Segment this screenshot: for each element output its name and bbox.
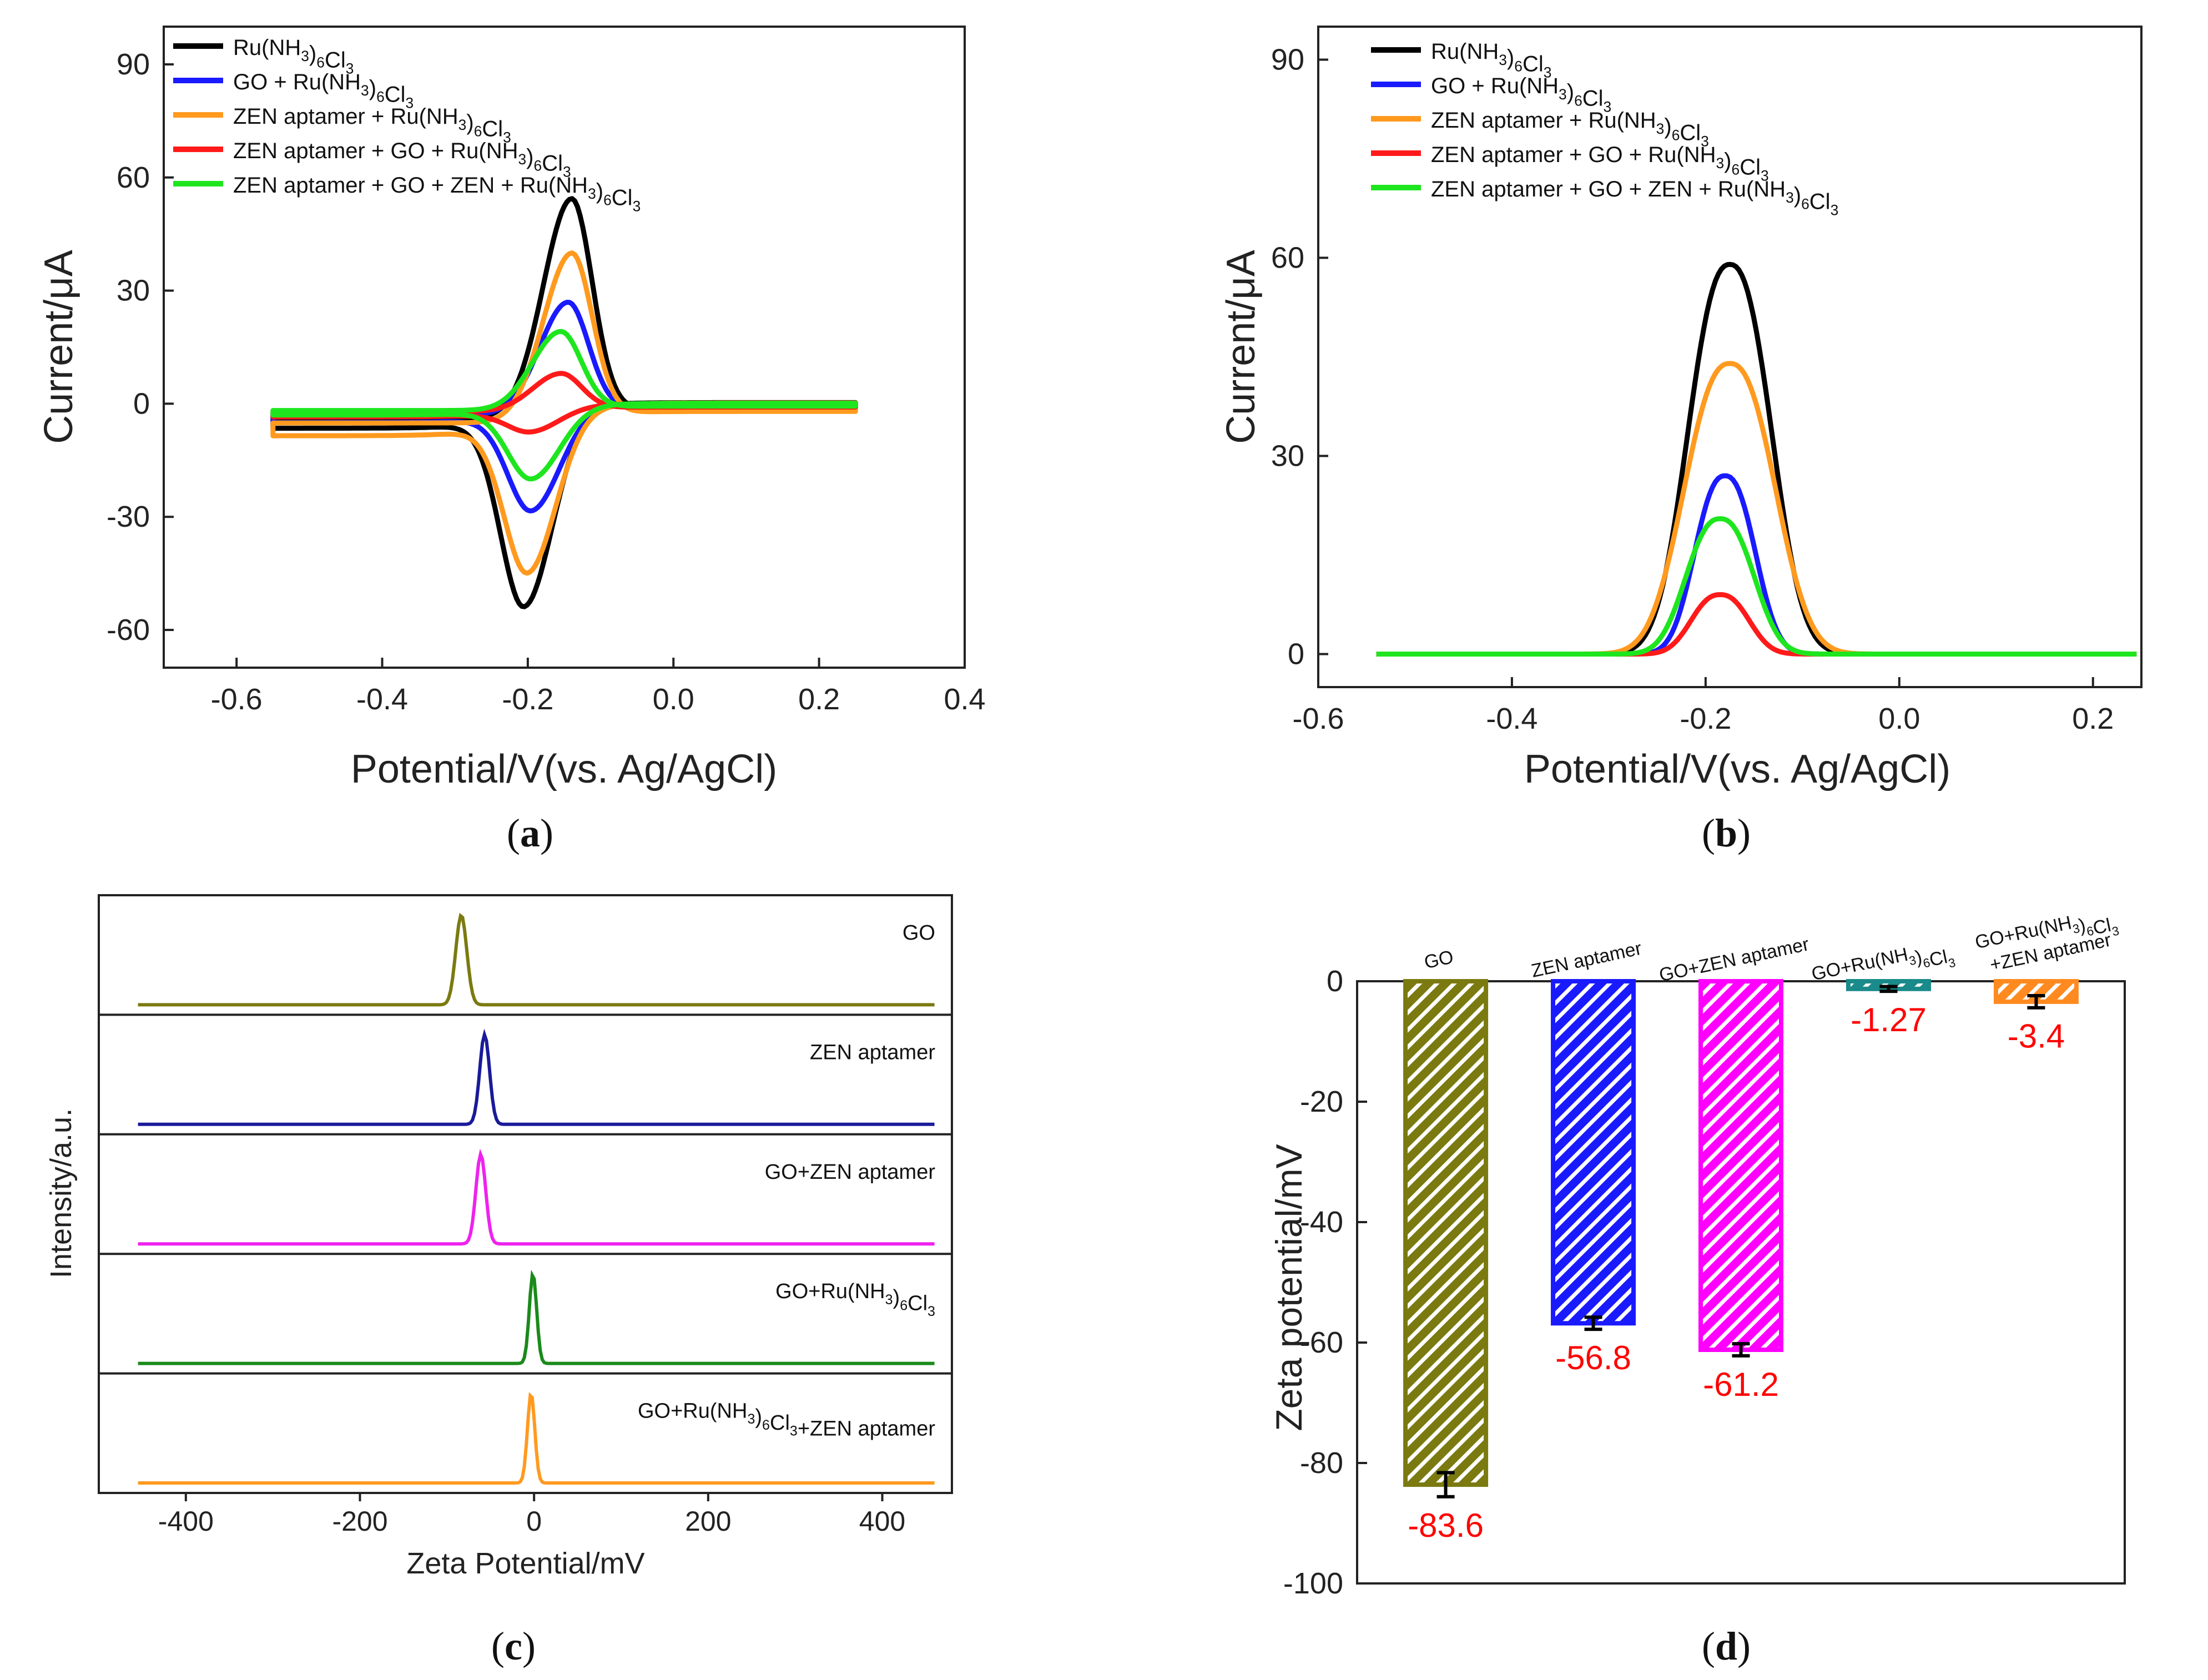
panel-b-y-tick-label: 60: [1271, 241, 1304, 275]
panel-a-x-tick-label: 0.0: [653, 683, 694, 716]
panel-a-legend-label: ZEN aptamer + GO + Ru(NH3)6Cl3: [233, 139, 571, 180]
panel-b-legend-label: Ru(NH3)6Cl3: [1431, 39, 1551, 81]
panel-a-y-tick-label: 30: [117, 274, 150, 307]
panel-c-series-line: [138, 912, 935, 1007]
svg-text:ZEN aptamer: ZEN aptamer: [1529, 938, 1644, 982]
panel-d-y-tick-label: 0: [1327, 965, 1343, 998]
panel-c-series-label: GO+ZEN aptamer: [765, 1161, 936, 1184]
panel-c-x-tick-label: -200: [332, 1506, 387, 1537]
panel-d-category-label: GO: [1422, 946, 1455, 973]
panel-c-series-label: ZEN aptamer: [810, 1041, 935, 1064]
panel-b-legend-label: ZEN aptamer + GO + Ru(NH3)6Cl3: [1431, 143, 1769, 184]
panel-d-y-tick-label: -60: [1300, 1326, 1343, 1359]
panel-d-y-axis-title: Zeta potential/mV: [1268, 1144, 1309, 1431]
panel-a-x-tick-label: -0.2: [502, 683, 553, 716]
panel-c-series-line: [138, 1392, 935, 1485]
panel-b-legend-label: ZEN aptamer + GO + ZEN + Ru(NH3)6Cl3: [1431, 177, 1838, 219]
panel-d-value-label: -61.2: [1703, 1366, 1779, 1403]
panel-b-x-tick-label: -0.6: [1292, 702, 1344, 735]
panel-c-series-line: [138, 1148, 935, 1246]
panel-d-value-label: -3.4: [2008, 1018, 2065, 1055]
panel-b-legend-label: GO + Ru(NH3)6Cl3: [1431, 74, 1611, 115]
panel-a-x-axis-title: Potential/V(vs. Ag/AgCl): [351, 747, 777, 791]
panel-a-legend-label: Ru(NH3)6Cl3: [233, 36, 354, 77]
panel-a-y-axis-title: Current/μA: [37, 250, 81, 444]
panel-c-series-label: GO+Ru(NH3)6Cl3+ZEN aptamer: [638, 1400, 935, 1441]
panel-a-legend-label: GO + Ru(NH3)6Cl3: [233, 70, 414, 112]
panel-b-series-line: [1376, 516, 2137, 657]
panel-d-y-tick-label: -100: [1283, 1567, 1343, 1600]
panel-d-category-label: ZEN aptamer: [1529, 938, 1644, 982]
panel-a-chart: -0.6 -0.4 -0.2 0.0 0.2 0.4 -60 -30 0 30 60 90 Ru(NH…: [37, 26, 986, 855]
panel-d-bar: [1403, 979, 1489, 1487]
svg-text:GO+ZEN aptamer: GO+ZEN aptamer: [1657, 934, 1811, 986]
panel-b-x-tick-label: -0.4: [1486, 702, 1537, 735]
panel-b-y-axis-title: Current/μA: [1219, 250, 1263, 444]
panel-c-series-line: [138, 1028, 935, 1126]
panel-a-label: (a): [507, 811, 553, 855]
panel-d-y-tick-label: -80: [1300, 1446, 1343, 1480]
panel-c-x-tick-label: 200: [685, 1506, 731, 1537]
panel-a-x-tick-label: 0.2: [798, 683, 840, 716]
panel-b-legend-label: ZEN aptamer + Ru(NH3)6Cl3: [1431, 108, 1709, 150]
panel-a-y-tick-label: 0: [133, 387, 150, 420]
panel-b-x-tick-label: 0.0: [1878, 702, 1920, 735]
panel-c-x-tick-label: 0: [526, 1506, 542, 1537]
panel-d-value-label: -56.8: [1555, 1339, 1631, 1376]
panel-a-y-tick-label: -30: [107, 500, 150, 533]
panel-c-plot-frame: [98, 894, 953, 1494]
panel-b-chart: -0.6 -0.4 -0.2 0.0 0.2 0 30 60 90 Ru(NH3)6Cl3GO …: [1219, 26, 2143, 855]
panel-b-label: (b): [1702, 811, 1751, 855]
panel-c-x-tick-label: -400: [158, 1506, 214, 1537]
panel-d-bar: [1551, 979, 1636, 1326]
panel-c-series-line: [138, 1269, 935, 1365]
svg-text:GO: GO: [1422, 946, 1455, 973]
panel-b-series-line: [1376, 361, 2137, 657]
panel-a-plot-frame: [163, 26, 966, 669]
panel-d-label: (d): [1702, 1624, 1751, 1668]
panel-c-x-axis-title: Zeta Potential/mV: [406, 1547, 644, 1580]
panel-a-y-tick-label: 90: [117, 48, 150, 81]
panel-d-category-label: GO+Ru(NH3)6Cl3+ZEN aptamer: [1973, 912, 2120, 975]
panel-b-series-line: [1376, 261, 2137, 657]
panel-b-x-tick-label: 0.2: [2072, 702, 2114, 735]
panel-b-x-axis-title: Potential/V(vs. Ag/AgCl): [1524, 747, 1950, 791]
panel-b-y-tick-label: 0: [1288, 638, 1304, 671]
panel-d-chart: -83.6 GO -56.8 ZEN aptamer -61.2 GO+ZEN aptam…: [1268, 912, 2126, 1668]
panel-d-bar: [1698, 979, 1783, 1353]
panel-d-value-label: -1.27: [1851, 1001, 1927, 1038]
panel-a-x-tick-label: -0.4: [356, 683, 408, 716]
panel-c-series-label: GO+Ru(NH3)6Cl3: [775, 1280, 935, 1319]
panel-b-x-tick-label: -0.2: [1680, 702, 1731, 735]
panel-b-y-tick-label: 90: [1271, 43, 1304, 77]
panel-a-y-tick-label: 60: [117, 161, 150, 194]
panel-d-category-label: GO+ZEN aptamer: [1657, 934, 1811, 986]
panel-b-series-line: [1376, 592, 2137, 657]
panel-a-series-line: [270, 329, 858, 482]
panel-a-x-tick-label: -0.6: [211, 683, 263, 716]
panel-b-plot-frame: [1317, 26, 2143, 688]
panel-c-y-axis-title: Intensity/a.u.: [44, 1108, 78, 1278]
panel-b-y-tick-label: 30: [1271, 440, 1304, 473]
panel-a-legend-label: ZEN aptamer + Ru(NH3)6Cl3: [233, 104, 511, 146]
panel-a-legend-label: ZEN aptamer + GO + ZEN + Ru(NH3)6Cl3: [233, 173, 641, 215]
panel-a-x-tick-label: 0.4: [944, 683, 985, 716]
panel-c-chart: GO ZEN aptamer GO+ZEN aptamer GO+Ru(NH3)6Cl…: [44, 894, 953, 1668]
panel-d-y-tick-label: -40: [1300, 1205, 1343, 1239]
panel-d-y-tick-label: -20: [1300, 1085, 1343, 1118]
panel-c-series-label: GO: [903, 921, 935, 945]
panel-c-x-tick-label: 400: [859, 1506, 905, 1537]
panel-c-label: (c): [491, 1624, 536, 1668]
panel-d-value-label: -83.6: [1408, 1507, 1484, 1544]
panel-a-y-tick-label: -60: [107, 613, 150, 647]
